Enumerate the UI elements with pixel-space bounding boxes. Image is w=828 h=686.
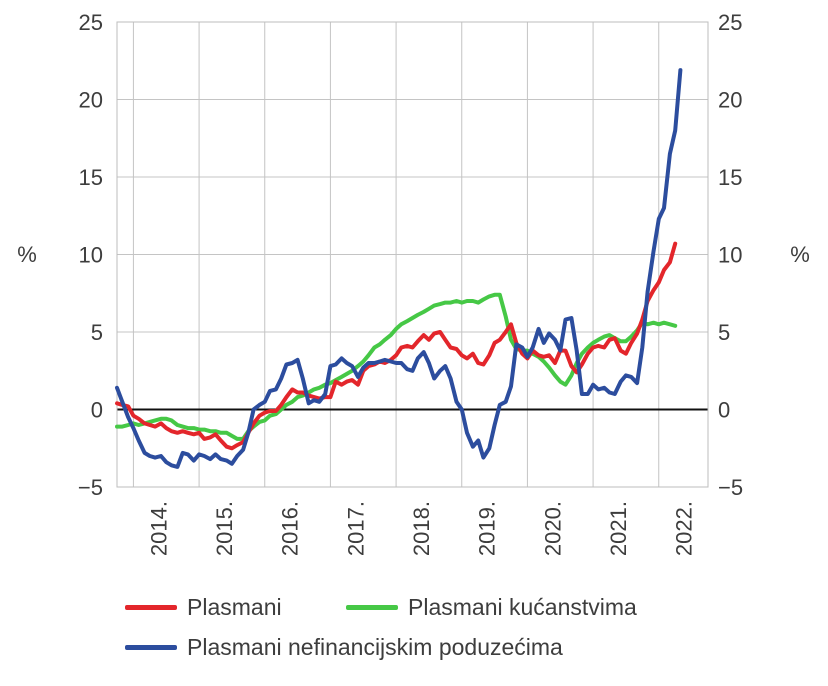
y-tick-left-label: 5 [91,320,103,345]
y-axis-left-unit: % [17,242,37,267]
y-tick-left-label: 25 [79,10,103,35]
y-tick-right-label: 15 [718,165,742,190]
x-tick-label: 2014. [146,501,171,556]
y-tick-right-label: 5 [718,320,730,345]
series-line-0 [115,241,678,451]
legend-label-plasmani: Plasmani [187,594,282,620]
y-tick-right-label: −5 [718,475,743,500]
y-axis-right-unit: % [790,242,810,267]
y-tick-left-label: 15 [79,165,103,190]
x-tick-label: 2022. [672,501,697,556]
y-tick-right-label: 10 [718,243,742,268]
legend-item-poduzecima: Plasmani nefinancijskim poduzećima [125,634,563,661]
line-chart: −5 0 5 10 15 20 25 −5 0 5 10 15 20 25 2014. 2015. 2016… [17,10,810,556]
x-axis: 2014. 2015. 2016. 2017. 2018. 2019. 2020. 2021.… [146,501,696,556]
legend-label-kucanstvima: Plasmani kućanstvima [408,594,637,620]
legend-swatch-kucanstvima [346,605,398,610]
legend: Plasmani Plasmani kućanstvima Plasmani n… [0,590,828,686]
x-tick-label: 2015. [212,501,237,556]
x-tick-label: 2020. [540,501,565,556]
x-tick-label: 2019. [475,501,500,556]
y-axis-left: −5 0 5 10 15 20 25 [78,10,103,500]
y-tick-right-label: 25 [718,10,742,35]
y-tick-left-label: 10 [79,243,103,268]
y-tick-left-label: 0 [91,398,103,423]
y-axis-right: −5 0 5 10 15 20 25 [718,10,743,500]
grid-lines [117,21,708,488]
x-tick-label: 2021. [606,501,631,556]
legend-item-plasmani: Plasmani [125,594,282,621]
series-lines [115,68,683,469]
legend-swatch-poduzecima [125,645,177,650]
x-tick-label: 2017. [343,501,368,556]
y-tick-left-label: −5 [78,475,103,500]
y-tick-right-label: 0 [718,398,730,423]
plot-frame [116,21,709,488]
legend-item-kucanstvima: Plasmani kućanstvima [346,594,637,621]
legend-label-poduzecima: Plasmani nefinancijskim poduzećima [187,634,563,660]
y-tick-left-label: 20 [79,88,103,113]
series-line-2 [115,68,683,469]
y-tick-right-label: 20 [718,88,742,113]
x-tick-label: 2016. [278,501,303,556]
legend-swatch-plasmani [125,605,177,610]
x-tick-label: 2018. [409,501,434,556]
series-line-1 [115,292,678,441]
